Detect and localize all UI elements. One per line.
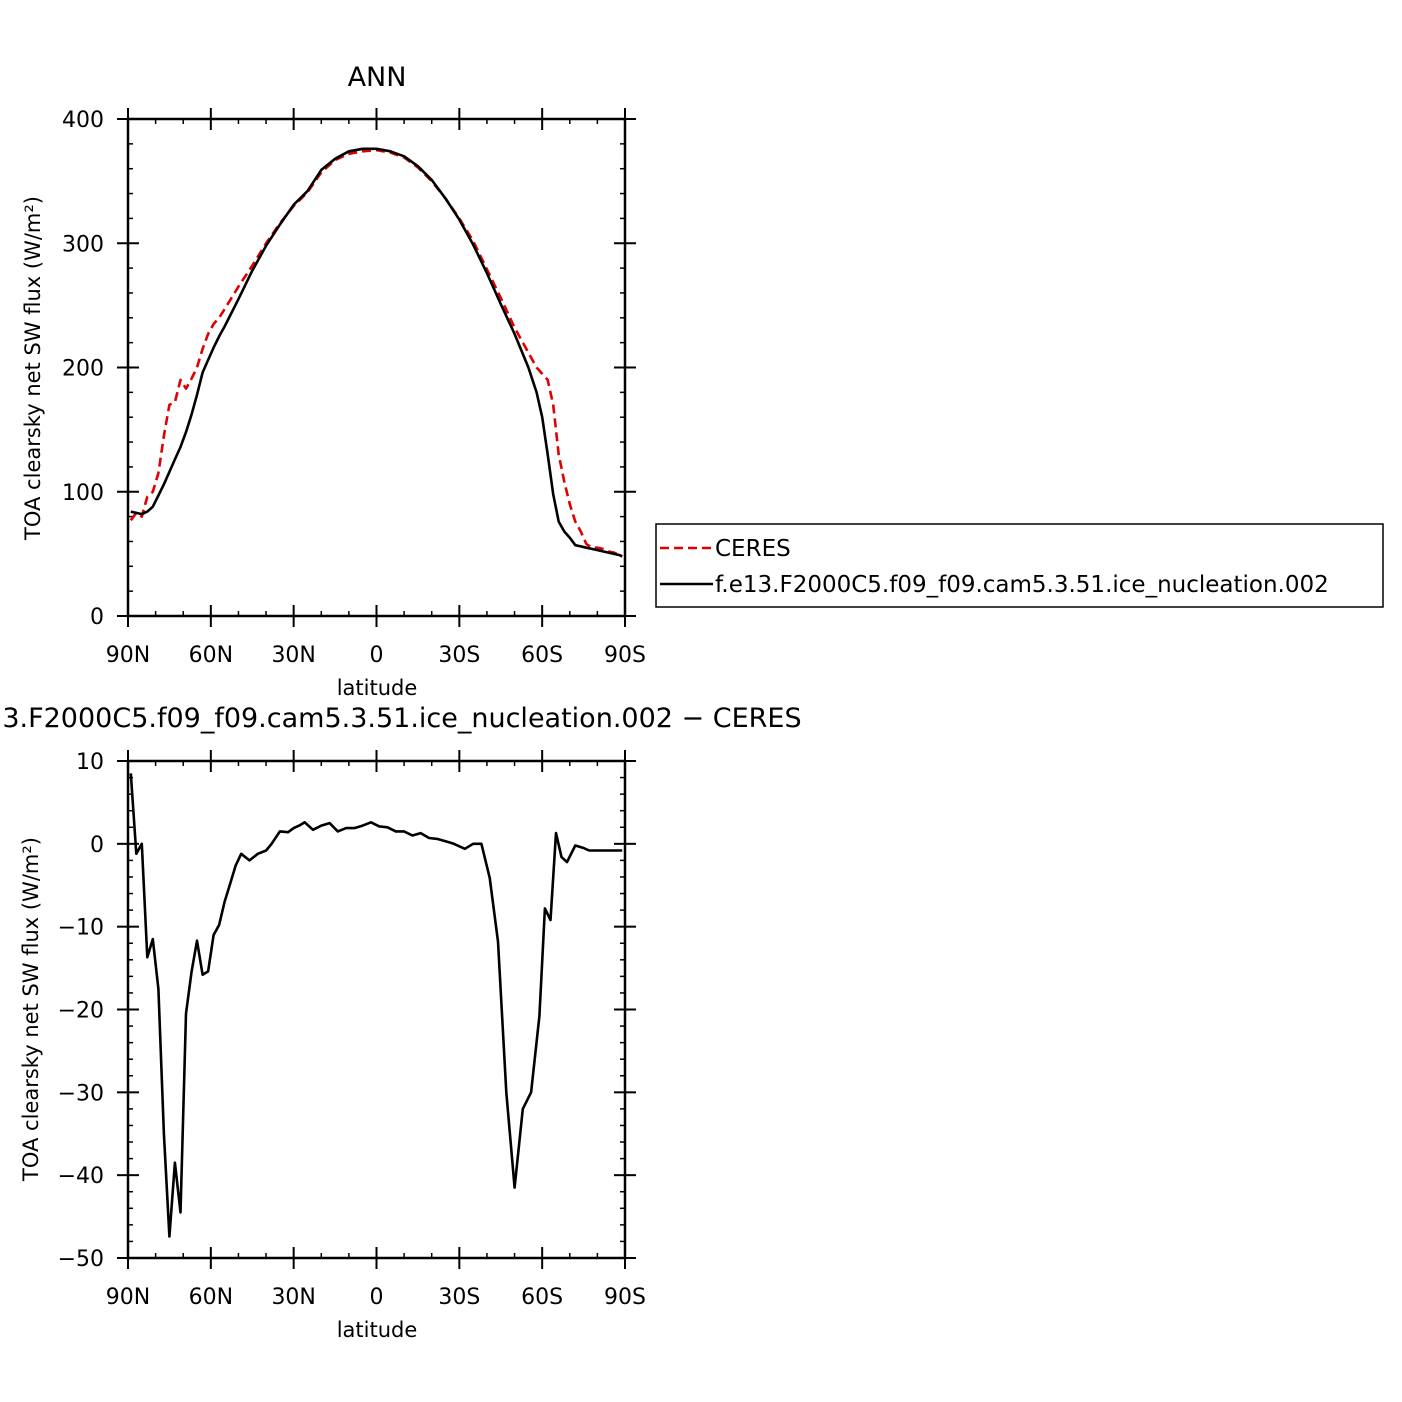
legend-label-model: f.e13.F2000C5.f09_f09.cam5.3.51.ice_nucl… — [715, 572, 1329, 598]
bottom-x-axis-title: latitude — [337, 1318, 418, 1342]
bottom-plot-title: f.e13.F2000C5.f09_f09.cam5.3.51.ice_nucl… — [0, 703, 802, 734]
bottom-plot-frame — [126, 759, 627, 1260]
x-tick-label: 60N — [189, 1285, 233, 1310]
x-tick-label: 30S — [438, 1285, 480, 1310]
top-plot-title: ANN — [348, 62, 407, 93]
y-tick-label: −20 — [58, 999, 104, 1024]
top-panel: ANN 90N 60N 30N 0 30S 60S 90S 0 100 200 300 400 la… — [21, 62, 646, 700]
x-tick-label: 30N — [271, 1285, 315, 1310]
y-tick-label: 10 — [76, 750, 104, 775]
bottom-x-tick-labels: 90N 60N 30N 0 30S 60S 90S — [106, 1285, 646, 1310]
y-tick-label: 100 — [62, 481, 104, 506]
x-tick-label: 90S — [604, 1285, 646, 1310]
x-tick-label: 30S — [438, 643, 480, 668]
legend-box — [655, 523, 1384, 608]
bottom-panel: f.e13.F2000C5.f09_f09.cam5.3.51.ice_nucl… — [0, 703, 802, 1342]
y-tick-label: 400 — [62, 108, 104, 133]
bottom-y-tick-labels: 10 0 −10 −20 −30 −40 −50 — [58, 750, 104, 1272]
legend-label-ceres: CERES — [715, 536, 791, 562]
x-tick-label: 30N — [271, 643, 315, 668]
x-tick-label: 60S — [521, 643, 563, 668]
top-plot-ticks — [117, 108, 636, 627]
x-tick-label: 60N — [189, 643, 233, 668]
x-tick-label: 90N — [106, 1285, 150, 1310]
legend: CERES f.e13.F2000C5.f09_f09.cam5.3.51.ic… — [655, 523, 1384, 608]
bottom-plot-series — [129, 773, 623, 1238]
bottom-plot-ticks — [117, 750, 636, 1269]
x-tick-label: 0 — [370, 1285, 384, 1310]
x-tick-label: 90S — [604, 643, 646, 668]
top-plot-frame — [126, 117, 627, 618]
series-line-1-0 — [129, 773, 623, 1238]
top-y-axis-title: TOA clearsky net SW flux (W/m²) — [21, 196, 45, 541]
y-tick-label: 0 — [90, 605, 104, 630]
y-tick-label: −50 — [58, 1247, 104, 1272]
top-plot-series — [129, 147, 623, 558]
x-tick-label: 60S — [521, 1285, 563, 1310]
y-tick-label: −40 — [58, 1164, 104, 1189]
x-tick-label: 0 — [370, 643, 384, 668]
x-tick-label: 90N — [106, 643, 150, 668]
top-y-tick-labels: 0 100 200 300 400 — [62, 108, 104, 630]
bottom-y-axis-title: TOA clearsky net SW flux (W/m²) — [19, 837, 43, 1182]
y-tick-label: 0 — [90, 833, 104, 858]
y-tick-label: −10 — [58, 916, 104, 941]
series-line-0-0 — [129, 148, 623, 558]
y-tick-label: 200 — [62, 357, 104, 382]
series-line-0-1 — [130, 147, 623, 558]
top-x-axis-title: latitude — [337, 676, 418, 700]
y-tick-label: 300 — [62, 232, 104, 257]
y-tick-label: −30 — [58, 1081, 104, 1106]
top-x-tick-labels: 90N 60N 30N 0 30S 60S 90S — [106, 643, 646, 668]
